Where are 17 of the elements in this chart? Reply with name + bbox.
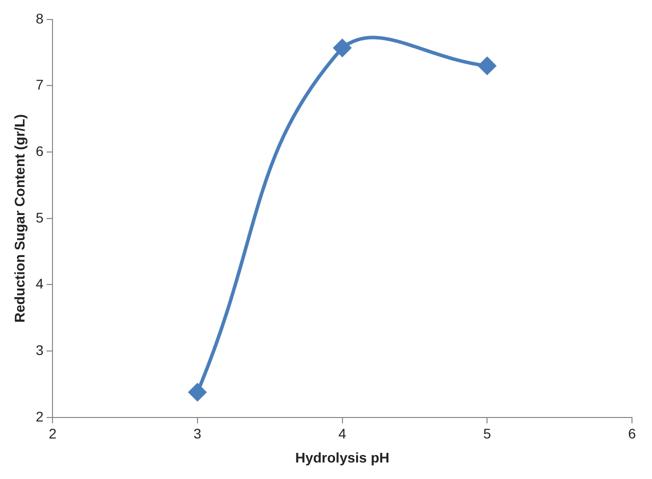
point — [334, 39, 352, 57]
y-tick-label: 4 — [36, 276, 44, 292]
y-axis-title: Reduction Sugar Content (gr/L) — [11, 114, 28, 323]
x-axis-title: Hydrolysis pH — [295, 449, 390, 466]
x-tick-label: 5 — [483, 426, 492, 442]
x-tick-label: 6 — [628, 426, 636, 442]
point — [478, 57, 496, 75]
y-tick-label: 8 — [36, 10, 44, 26]
y-tick-label: 2 — [36, 408, 44, 424]
y-tick-label: 3 — [36, 342, 44, 358]
y-tick-label: 6 — [36, 142, 44, 159]
y-tick-label: 7 — [36, 76, 44, 93]
x-tick-label: 3 — [194, 426, 202, 442]
x-tick-label: 4 — [338, 426, 346, 442]
point — [188, 383, 206, 401]
y-tick-label: 5 — [36, 209, 44, 226]
x-tick-label: 2 — [48, 426, 57, 442]
